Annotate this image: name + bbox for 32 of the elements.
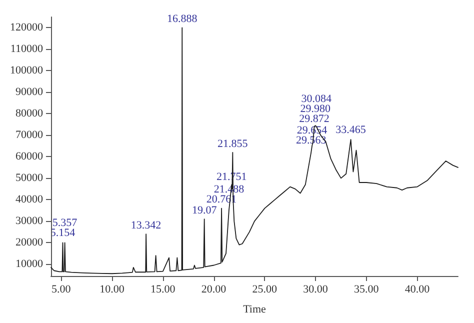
y-tick-label: 90000 (16, 86, 44, 98)
x-tick-label: 30.00 (303, 284, 328, 296)
line-series (50, 27, 458, 274)
annotation: 30.084 (301, 93, 332, 106)
y-tick-label: 70000 (16, 129, 44, 142)
annotation: 19.07 (192, 204, 218, 216)
annotation: 16.888 (167, 13, 198, 26)
y-tick-label: 100000 (10, 64, 44, 77)
y-tick-label: 50000 (16, 172, 44, 184)
x-tick-label: 35.00 (354, 284, 380, 296)
y-tick-label: 30000 (16, 215, 44, 228)
annotation: 5.154 (50, 227, 76, 240)
y-tick-label: 80000 (16, 108, 44, 120)
x-tick-label: 15.00 (150, 284, 176, 296)
x-tick-label: 10.00 (100, 284, 125, 296)
annotation: 21.855 (218, 138, 248, 150)
annotation: 33.465 (336, 124, 366, 136)
y-tick-label: 110000 (10, 43, 44, 56)
annotation: 29.980 (300, 103, 331, 116)
annotation: 5.357 (52, 217, 78, 230)
y-tick-label: 120000 (10, 22, 44, 34)
x-tick-label: 40.00 (404, 284, 430, 296)
y-tick-label: 60000 (16, 150, 44, 163)
x-axis-title: Time (243, 304, 266, 316)
x-tick-label: 5.00 (52, 284, 72, 296)
x-tick-label: 25.00 (252, 284, 278, 296)
y-tick-label: 10000 (16, 258, 44, 270)
annotation: 13.342 (130, 220, 162, 232)
x-tick-label: 20.00 (201, 284, 227, 296)
annotation: 29.872 (299, 113, 330, 126)
y-tick-label: 20000 (16, 236, 44, 249)
y-tick-label: 40000 (16, 194, 44, 206)
